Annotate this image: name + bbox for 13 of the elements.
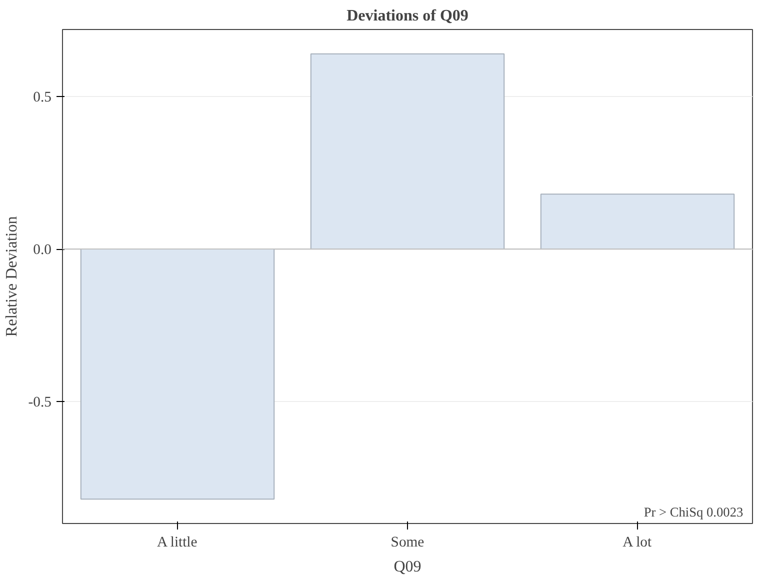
bar <box>540 194 735 250</box>
chart-title: Deviations of Q09 <box>346 8 468 24</box>
y-tick-label: -0.5 <box>28 394 52 411</box>
x-tick-label: Some <box>390 534 424 550</box>
x-tick-label: A little <box>156 534 198 550</box>
x-tick-label: A lot <box>622 534 652 550</box>
x-axis-title: Q09 <box>394 558 422 576</box>
y-axis-title: Relative Deviation <box>3 216 20 337</box>
bar <box>80 248 275 500</box>
y-tick-label: 0.0 <box>33 242 52 258</box>
bar <box>310 53 505 250</box>
annotation: Pr > ChiSq 0.0023 <box>644 504 744 520</box>
y-tick-label: 0.5 <box>33 90 52 106</box>
